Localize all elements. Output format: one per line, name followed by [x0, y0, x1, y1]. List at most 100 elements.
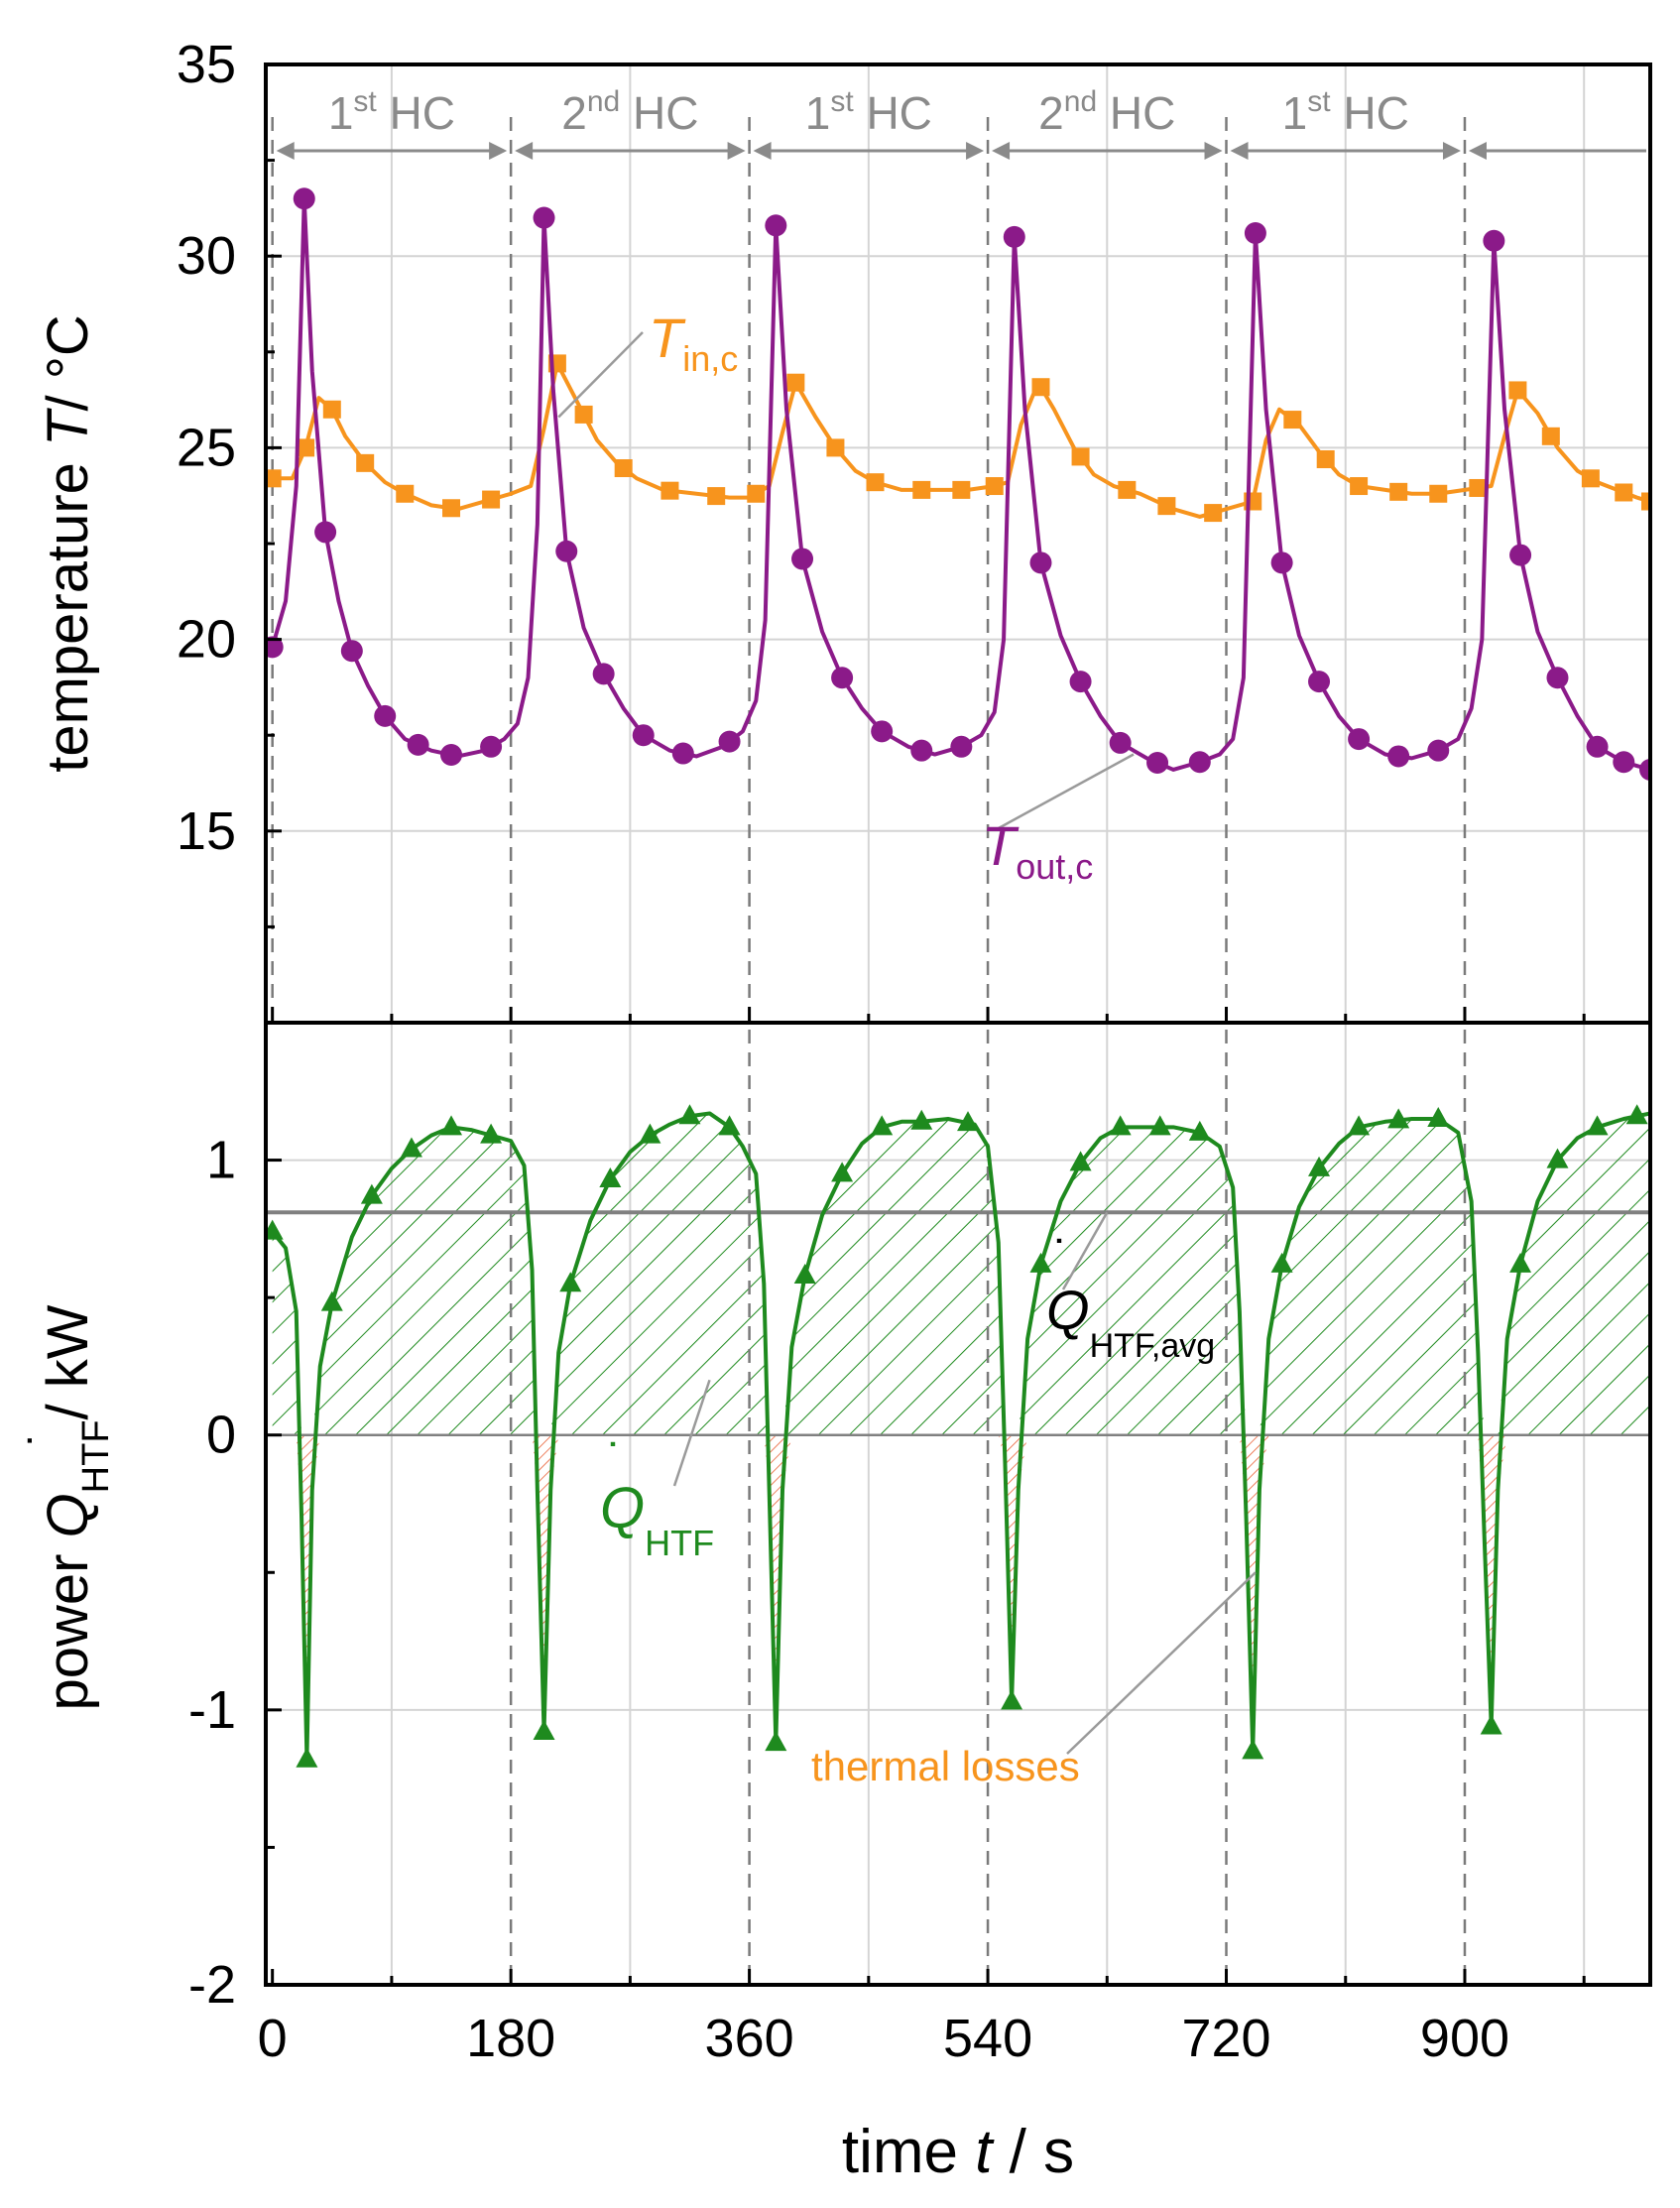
- marker-triangle: [1427, 1107, 1450, 1127]
- annotations: [557, 331, 1257, 1755]
- marker-circle: [1069, 671, 1092, 693]
- marker-square: [614, 459, 633, 478]
- marker-square: [396, 484, 415, 503]
- bottom-panel-frame: [264, 1021, 1652, 1987]
- marker-circle: [1146, 752, 1169, 775]
- marker-circle: [1509, 544, 1532, 566]
- axis-ticks: 15 20 25 30 35 -2 -1 0 1 0 180 360 540 720 900: [177, 35, 1586, 2068]
- marker-triangle: [678, 1104, 701, 1125]
- marker-square: [1641, 492, 1650, 511]
- marker-circle: [1244, 222, 1266, 245]
- marker-square: [322, 400, 341, 419]
- t-in-c-label: Tin,c: [649, 307, 738, 379]
- marker-circle: [1613, 751, 1635, 774]
- marker-square: [1316, 449, 1335, 468]
- marker-circle: [632, 724, 655, 747]
- q-htf-label-var: Q: [600, 1476, 645, 1540]
- q-avg-leader-line: [1061, 1211, 1109, 1290]
- x-axis-label: time t / s: [842, 2118, 1074, 2186]
- marker-triangle: [1387, 1108, 1410, 1129]
- marker-triangle: [1625, 1104, 1648, 1125]
- marker-triangle: [871, 1115, 894, 1136]
- t-in-leader-line: [557, 331, 644, 419]
- marker-triangle: [266, 1219, 284, 1240]
- marker-square: [826, 438, 845, 457]
- marker-triangle: [1308, 1156, 1331, 1176]
- top-y-tick-label: 25: [177, 418, 236, 477]
- marker-triangle: [1001, 1689, 1023, 1710]
- marker-circle: [340, 640, 363, 663]
- marker-triangle: [320, 1290, 343, 1311]
- q-htf-hatched-area: [272, 1113, 1650, 1760]
- marker-square: [912, 480, 931, 499]
- marker-triangle: [1029, 1252, 1052, 1273]
- marker-triangle: [1188, 1120, 1211, 1141]
- marker-triangle: [400, 1137, 422, 1158]
- cycle-label: 1st HC: [805, 85, 932, 139]
- marker-triangle: [765, 1731, 787, 1752]
- marker-square: [266, 469, 282, 488]
- marker-circle: [671, 742, 694, 765]
- marker-triangle: [957, 1111, 980, 1132]
- marker-triangle: [793, 1263, 816, 1284]
- marker-circle: [440, 744, 463, 767]
- marker-circle: [266, 636, 284, 659]
- marker-circle: [1109, 731, 1132, 754]
- marker-triangle: [1270, 1252, 1293, 1273]
- cycle-arrow-left-icon: [276, 142, 295, 160]
- marker-circle: [950, 735, 973, 758]
- marker-circle: [1586, 735, 1609, 758]
- marker-circle: [831, 667, 854, 689]
- marker-triangle: [831, 1162, 854, 1182]
- marker-square: [660, 481, 679, 500]
- t-out-leader-line: [996, 753, 1135, 831]
- cycle-divider-lines: [266, 117, 1650, 1985]
- marker-triangle: [296, 1747, 318, 1768]
- marker-square: [1389, 482, 1408, 501]
- marker-square: [1031, 378, 1050, 397]
- bottom-y-axis-label-sub: HTF: [75, 1419, 117, 1493]
- bottom-y-axis-label: power QHTF/ kW: [36, 1304, 117, 1710]
- marker-triangle: [559, 1272, 582, 1292]
- marker-circle: [533, 206, 555, 229]
- marker-circle: [374, 704, 397, 727]
- marker-square: [356, 453, 375, 472]
- x-axis-label-prefix: time: [842, 2118, 975, 2186]
- marker-triangle: [910, 1109, 933, 1130]
- cycle-arrow-left-icon: [1468, 142, 1487, 160]
- marker-triangle: [440, 1115, 463, 1136]
- marker-triangle: [1069, 1151, 1092, 1171]
- marker-triangle: [1242, 1739, 1264, 1760]
- q-avg-dot-icon: ˙: [1053, 1230, 1070, 1286]
- cycle-label: 1st HC: [328, 85, 455, 139]
- x-tick-label: 0: [258, 2009, 288, 2068]
- marker-circle: [1348, 728, 1371, 751]
- marker-square: [574, 405, 593, 424]
- marker-square: [952, 480, 971, 499]
- marker-triangle: [1480, 1714, 1502, 1735]
- bottom-panel-series: [266, 1104, 1650, 1768]
- marker-square: [1157, 497, 1176, 516]
- marker-square: [1204, 504, 1223, 523]
- marker-circle: [407, 733, 429, 756]
- top-panel-gridlines: [266, 63, 1650, 1023]
- cycle-arrow-left-icon: [1230, 142, 1249, 160]
- top-y-tick-label: 35: [177, 35, 236, 94]
- thermal-losses-leader-line: [1066, 1571, 1257, 1755]
- bottom-y-axis-label-var: Q: [36, 1493, 100, 1537]
- cycle-arrow-right-icon: [1442, 142, 1461, 160]
- marker-triangle: [718, 1115, 741, 1136]
- x-axis-label-var: t: [975, 2118, 995, 2186]
- marker-circle: [1483, 229, 1505, 252]
- marker-circle: [765, 214, 787, 237]
- marker-circle: [1387, 745, 1410, 768]
- marker-triangle: [1546, 1148, 1569, 1168]
- marker-circle: [1188, 751, 1211, 774]
- thermal-losses-label: thermal losses: [811, 1743, 1080, 1789]
- x-tick-label: 360: [705, 2009, 794, 2068]
- marker-square: [1508, 381, 1527, 400]
- marker-square: [747, 484, 766, 503]
- top-y-axis-label-prefix: temperature: [36, 446, 100, 773]
- bottom-y-tick-label: -1: [188, 1680, 236, 1740]
